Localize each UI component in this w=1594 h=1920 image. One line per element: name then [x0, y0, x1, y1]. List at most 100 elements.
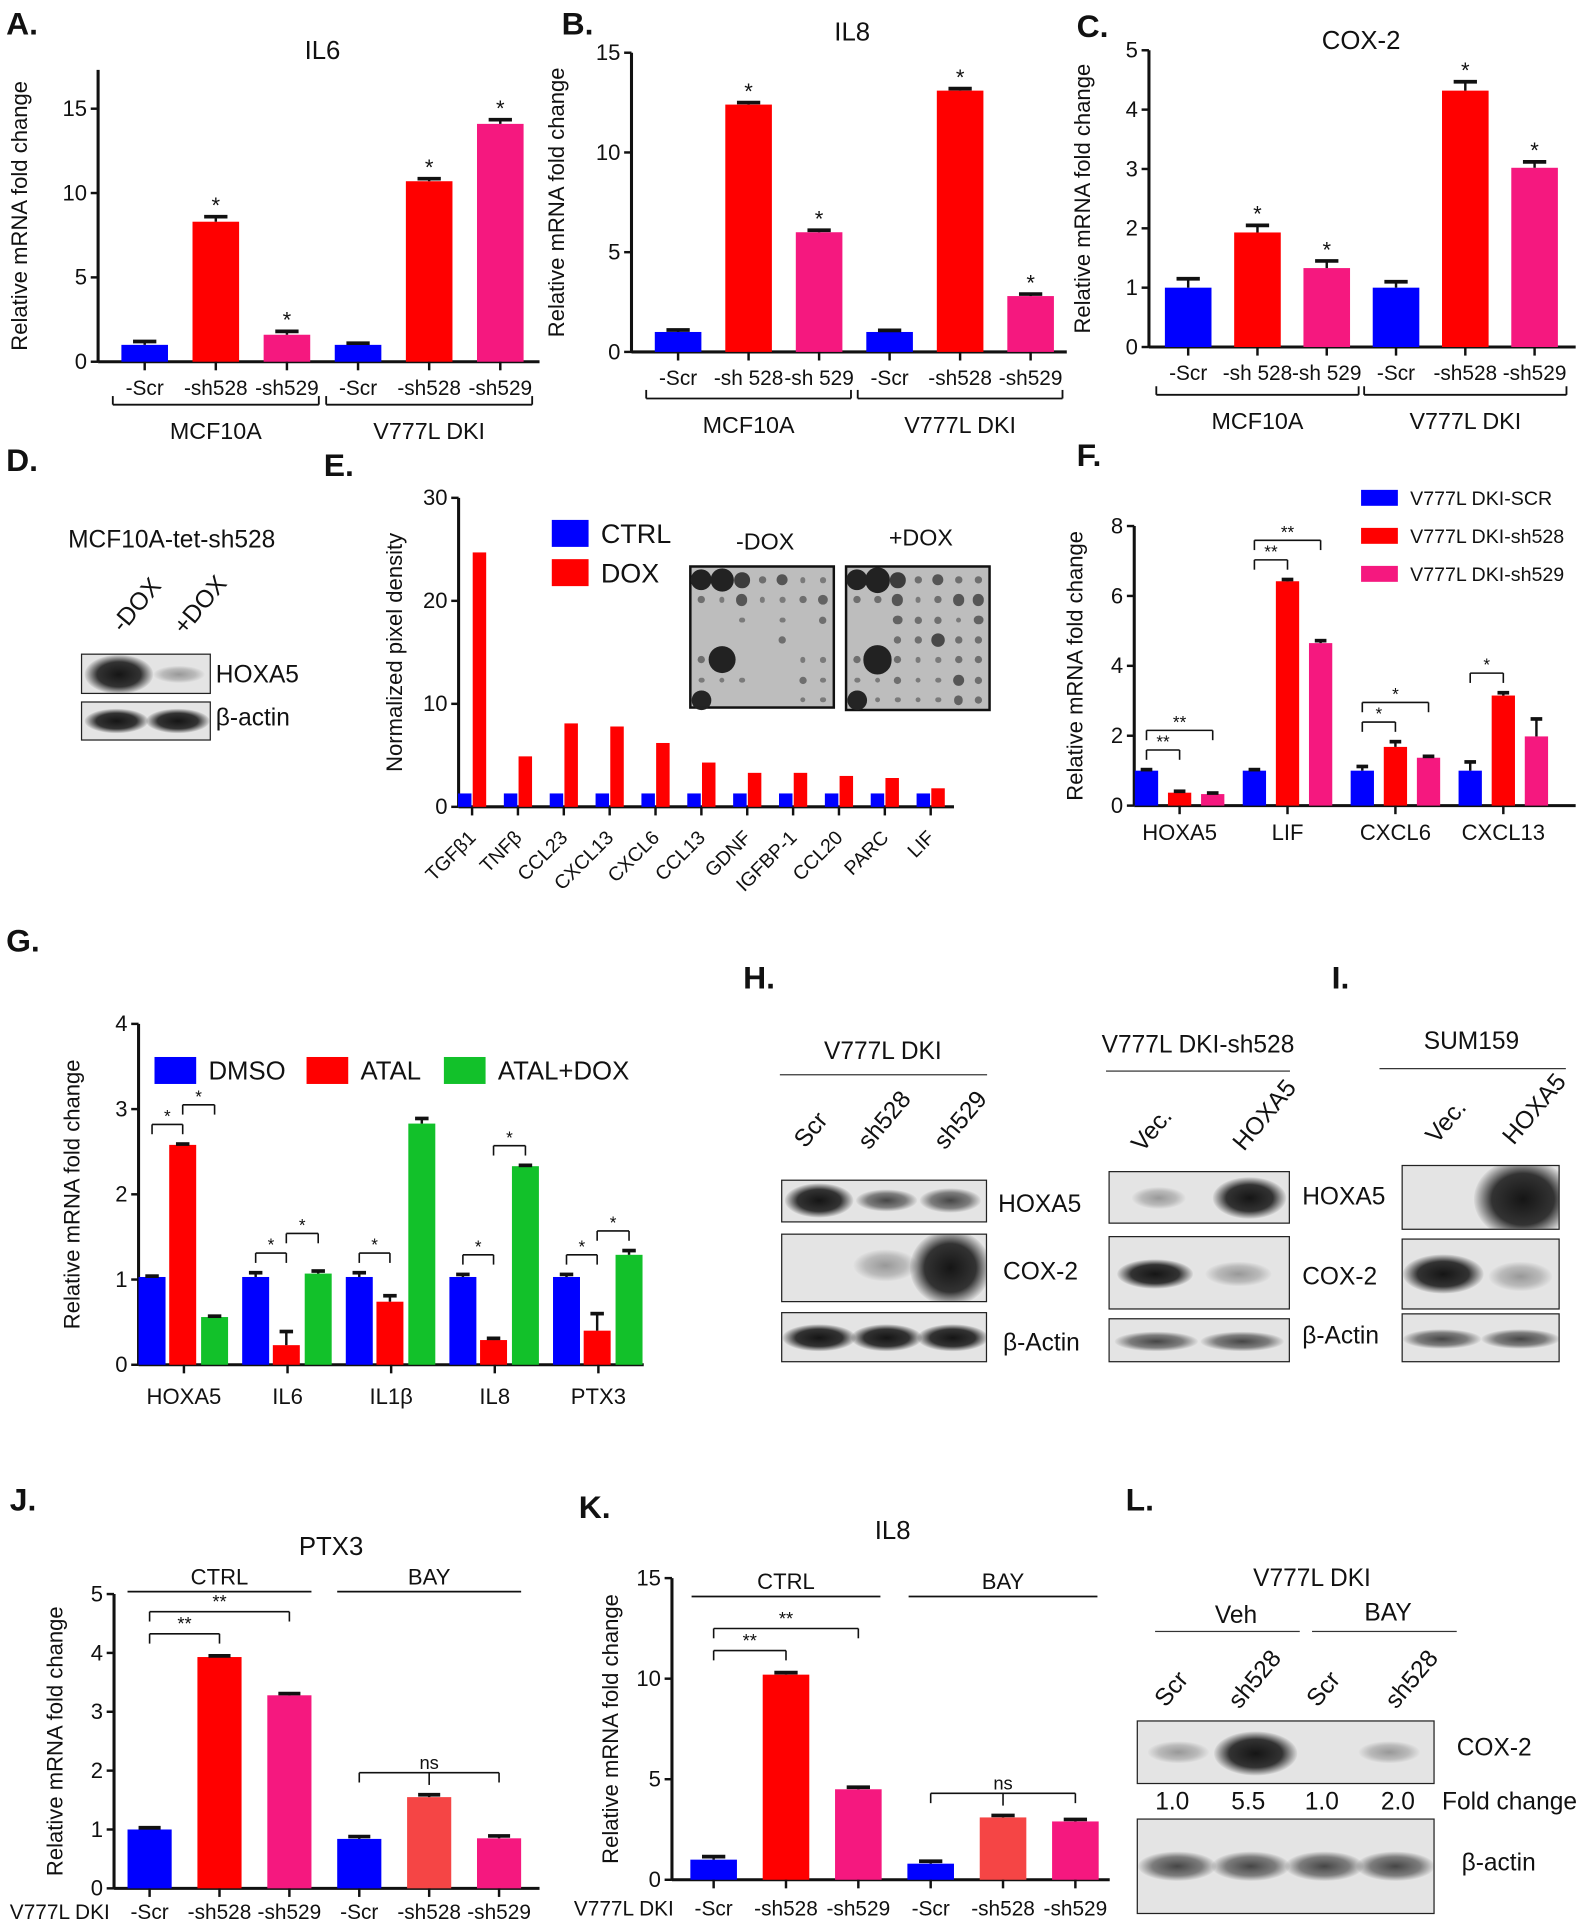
bar	[656, 742, 670, 807]
y-tick-label: 20	[423, 588, 448, 613]
significance-label: *	[1376, 704, 1383, 724]
x-tick-label: -sh529	[255, 377, 319, 400]
x-tick-label: IL1β	[369, 1384, 412, 1409]
bar	[457, 793, 472, 807]
bar	[615, 1254, 643, 1365]
bar	[866, 331, 913, 352]
bar	[1134, 770, 1159, 806]
blot-h1-row-label: HOXA5	[998, 1191, 1082, 1219]
blot-h2-actin	[1108, 1318, 1290, 1363]
legend-swatch	[154, 1056, 197, 1084]
x-tick-label: -sh528	[397, 1901, 461, 1920]
significance-star: *	[1026, 270, 1035, 295]
significance-label: **	[743, 1630, 757, 1651]
inset-label: -DOX	[736, 529, 795, 556]
significance-label: **	[1173, 712, 1187, 732]
significance-label: *	[506, 1127, 513, 1147]
fold-change-value: 1.0	[1304, 1788, 1339, 1816]
x-tick-label: -Scr	[659, 367, 697, 390]
blot-dot	[914, 576, 922, 584]
y-tick-label: 5	[649, 1767, 661, 1792]
x-tick-label: IL6	[272, 1384, 303, 1409]
group-label: BAY	[408, 1564, 451, 1589]
x-tick-label: -sh529	[467, 1901, 531, 1920]
blot-dot	[974, 696, 983, 704]
y-axis-label: Relative mRNA fold change	[1070, 64, 1095, 334]
blot-h1-row-label: β-Actin	[1003, 1329, 1080, 1357]
legend-label: DOX	[601, 558, 659, 588]
significance-star: *	[744, 79, 753, 104]
blot-dot	[914, 697, 921, 703]
bar	[824, 793, 839, 807]
bar	[779, 793, 793, 807]
bar	[1442, 90, 1489, 348]
y-axis-label: Normalized pixel density	[382, 533, 407, 772]
blot-dot	[846, 569, 868, 591]
y-tick-label: 10	[636, 1666, 661, 1691]
significance-label: *	[164, 1106, 171, 1126]
bar	[936, 90, 984, 352]
bar	[345, 1276, 373, 1365]
bar	[610, 726, 624, 807]
significance-star: *	[1461, 58, 1470, 83]
blot-dot	[776, 574, 789, 586]
bar	[1458, 770, 1482, 806]
blot-dot	[819, 657, 826, 663]
chart-title: PTX3	[299, 1533, 363, 1561]
y-tick-label: 6	[1111, 583, 1123, 608]
blot-dot	[954, 636, 963, 644]
bar	[793, 772, 808, 807]
significance-label: *	[610, 1212, 617, 1232]
row-label: V777L DKI	[574, 1897, 674, 1920]
bar	[1524, 736, 1549, 806]
bar	[480, 1340, 508, 1365]
bar	[979, 1817, 1027, 1880]
blot-dot	[817, 595, 828, 605]
significance-label: *	[371, 1235, 378, 1255]
bar	[1052, 1821, 1099, 1880]
bar	[553, 1276, 580, 1365]
bar	[687, 793, 701, 807]
x-tick-label: -sh 529	[784, 367, 853, 390]
group-label: CTRL	[191, 1564, 249, 1589]
y-tick-label: 10	[596, 140, 621, 165]
x-tick-label: LIF	[904, 827, 940, 863]
significance-label: **	[1264, 541, 1278, 561]
blot-dot	[736, 594, 748, 606]
bar	[1164, 287, 1212, 348]
bar	[1511, 167, 1558, 348]
bar	[839, 775, 854, 807]
significance-star: *	[1253, 202, 1262, 227]
blot-h1-title: V777L DKI	[824, 1037, 942, 1065]
blot-dot	[914, 597, 921, 603]
x-tick-label: -Scr	[126, 377, 164, 400]
panel-label-e: E.	[323, 446, 354, 484]
blot-d-hoxa5	[80, 653, 211, 695]
blot-l-row-label: β-actin	[1461, 1849, 1536, 1877]
blot-dot	[799, 657, 806, 663]
blot-dot	[914, 636, 922, 644]
blot-dot	[952, 674, 965, 686]
significance-star: *	[1530, 138, 1539, 163]
y-tick-label: 1	[91, 1817, 103, 1842]
bar	[583, 1330, 611, 1365]
row-label: V777L DKI	[10, 1901, 110, 1920]
blot-dot	[759, 597, 765, 603]
y-tick-label: 0	[649, 1867, 661, 1892]
bar	[835, 1789, 882, 1880]
legend-swatch	[1361, 565, 1398, 582]
bar	[1275, 581, 1300, 806]
chart-title: IL6	[305, 37, 341, 65]
bar	[1201, 794, 1225, 806]
blot-dot	[798, 676, 807, 684]
significance-label: ns	[419, 1752, 438, 1773]
blot-dot	[935, 677, 941, 683]
blot-dot	[779, 597, 786, 603]
bar	[641, 793, 655, 807]
y-tick-label: 4	[1111, 653, 1123, 678]
blot-dot	[691, 690, 712, 710]
legend-label: V777L DKI-sh529	[1410, 564, 1564, 586]
significance-label: **	[212, 1591, 226, 1612]
blot-d-actin	[80, 701, 211, 741]
